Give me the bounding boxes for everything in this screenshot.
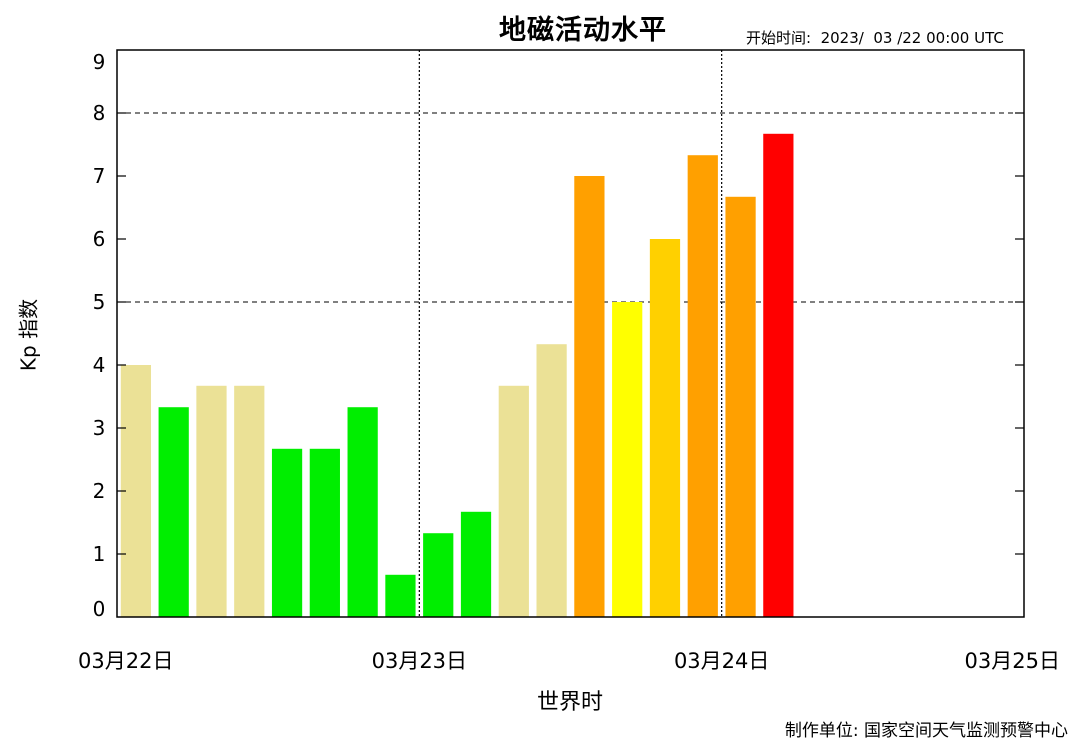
- bar-13: [612, 302, 643, 617]
- bars: [120, 133, 794, 618]
- bar-1: [158, 407, 189, 617]
- y-tick-label-5: 5: [93, 290, 106, 314]
- y-tick-label-4: 4: [93, 353, 106, 377]
- bar-15: [687, 155, 718, 617]
- y-tick-label-3: 3: [93, 416, 106, 440]
- bar-7: [385, 574, 416, 617]
- y-tick-label-9: 9: [93, 50, 106, 74]
- bar-3: [234, 385, 265, 617]
- bar-14: [649, 239, 681, 617]
- plot-frame: [116, 49, 1025, 618]
- bar-9: [460, 511, 492, 617]
- x-axis-label: 世界时: [536, 690, 603, 715]
- y-tick-label-0: 0: [93, 597, 106, 621]
- start-time-label: 开始时间: 2023/ 03 /22 00:00 UTC: [746, 29, 1004, 47]
- ticks: 0 1 2 3 4 5 6 7 8 9 03月22日 03月23日 03月24日 03月25日: [78, 50, 1060, 673]
- bar-10: [498, 385, 529, 617]
- bar-6: [347, 407, 378, 617]
- y-tick-label-1: 1: [93, 542, 106, 566]
- y-tick-label-2: 2: [93, 479, 106, 503]
- bar-5: [309, 448, 340, 617]
- chart-title: 地磁活动水平: [499, 15, 667, 46]
- x-tick-label-3: 03月25日: [965, 649, 1060, 673]
- bar-8: [423, 533, 454, 617]
- bar-4: [271, 448, 303, 617]
- y-tick-label-7: 7: [93, 164, 106, 188]
- bar-12: [574, 176, 605, 617]
- gridlines: [117, 50, 1024, 617]
- x-tick-label-0: 03月22日: [78, 649, 173, 673]
- x-tick-label-1: 03月23日: [372, 649, 467, 673]
- x-tick-label-2: 03月24日: [674, 649, 769, 673]
- bar-16: [725, 196, 756, 618]
- bar-2: [196, 385, 227, 617]
- bar-17: [763, 133, 794, 618]
- y-tick-label-6: 6: [93, 227, 106, 251]
- y-tick-label-8: 8: [93, 101, 106, 125]
- credit-label: 制作单位: 国家空间天气监测预警中心: [784, 721, 1068, 741]
- bar-11: [536, 344, 567, 617]
